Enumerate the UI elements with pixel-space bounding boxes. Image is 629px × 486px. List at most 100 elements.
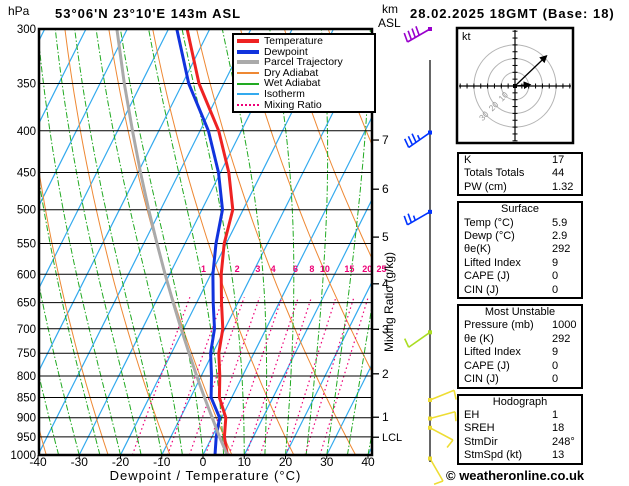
row-value: 292 bbox=[552, 332, 571, 345]
row-label: EH bbox=[464, 408, 480, 421]
legend-label: Parcel Trajectory bbox=[264, 56, 343, 69]
indices-panel: K 17 Totals Totals 44 PW (cm) 1.32 Surface Temp… bbox=[457, 152, 583, 465]
svg-text:-10: -10 bbox=[153, 455, 171, 469]
svg-text:25: 25 bbox=[377, 264, 387, 274]
row-value: 18 bbox=[552, 422, 565, 435]
svg-text:5: 5 bbox=[382, 230, 389, 244]
svg-text:20: 20 bbox=[362, 264, 372, 274]
dewpoint-curve bbox=[175, 29, 225, 455]
lcl-label: LCL bbox=[382, 432, 402, 444]
row-value: 0 bbox=[552, 283, 559, 296]
row-label: Pressure (mb) bbox=[464, 319, 534, 332]
row-label: Temp (°C) bbox=[464, 216, 514, 229]
legend-item: Wet Adiabat bbox=[234, 78, 374, 89]
svg-text:350: 350 bbox=[17, 79, 36, 91]
svg-text:300: 300 bbox=[17, 24, 36, 36]
wind-barb bbox=[428, 411, 457, 422]
row-label: Totals Totals bbox=[464, 167, 525, 180]
legend-label: Mixing Ratio bbox=[264, 98, 322, 111]
legend-label: Isotherm bbox=[264, 88, 305, 101]
wind-barb bbox=[428, 456, 444, 486]
table-row: StmSpd (kt) 13 bbox=[459, 449, 581, 462]
svg-text:550: 550 bbox=[17, 238, 36, 250]
wind-barb bbox=[403, 26, 432, 43]
svg-text:7: 7 bbox=[382, 133, 389, 147]
row-label: CIN (J) bbox=[464, 373, 499, 386]
pressure-tick-labels: 300 350 400 450 500 550 600 650 700 750 800 850 900 9… bbox=[10, 24, 36, 462]
indices-table: Surface Temp (°C) 5.9 Dewp (°C) 2.9 θe(K) 292 L… bbox=[457, 201, 583, 300]
row-label: CAPE (J) bbox=[464, 270, 510, 283]
mixing-ratio-labels: 1 2 3 4 6 8 10 15 20 25 bbox=[201, 264, 386, 274]
hodograph-vector bbox=[514, 54, 548, 87]
legend-label: Temperature bbox=[264, 35, 323, 48]
row-value: 9 bbox=[552, 256, 559, 269]
row-label: SREH bbox=[464, 422, 495, 435]
row-value: 1 bbox=[552, 408, 559, 421]
svg-text:900: 900 bbox=[17, 413, 36, 425]
svg-text:0: 0 bbox=[200, 455, 207, 469]
svg-text:1: 1 bbox=[382, 410, 389, 424]
svg-text:850: 850 bbox=[17, 392, 36, 404]
row-value: 1.32 bbox=[552, 180, 574, 193]
legend-item: Temperature bbox=[234, 36, 374, 47]
table-row: CIN (J) 0 bbox=[459, 373, 581, 386]
table-row: EH 1 bbox=[459, 409, 581, 422]
wind-barb-staff bbox=[403, 26, 457, 486]
table-title: Most Unstable bbox=[484, 306, 556, 319]
row-value: 17 bbox=[552, 154, 565, 166]
legend-item: Dry Adiabat bbox=[234, 68, 374, 79]
table-row: Lifted Index 9 bbox=[459, 346, 581, 359]
svg-text:-40: -40 bbox=[29, 455, 47, 469]
svg-text:750: 750 bbox=[17, 348, 36, 360]
row-value: 248° bbox=[552, 435, 575, 448]
row-label: Lifted Index bbox=[464, 256, 521, 269]
svg-text:-20: -20 bbox=[112, 455, 130, 469]
row-label: Dewp (°C) bbox=[464, 230, 515, 243]
legend-swatch-solid bbox=[237, 82, 259, 85]
plot-area bbox=[39, 29, 372, 455]
row-value: 0 bbox=[552, 359, 559, 372]
svg-text:950: 950 bbox=[17, 432, 36, 444]
svg-text:450: 450 bbox=[17, 167, 36, 179]
row-label: PW (cm) bbox=[464, 180, 507, 193]
svg-text:6: 6 bbox=[293, 264, 298, 274]
svg-text:8: 8 bbox=[309, 264, 314, 274]
legend-swatch-dotted bbox=[237, 103, 259, 106]
row-label: K bbox=[464, 154, 472, 166]
wind-barb bbox=[403, 209, 432, 226]
svg-text:2: 2 bbox=[235, 264, 240, 274]
legend-item: Mixing Ratio bbox=[234, 100, 374, 111]
row-value: 0 bbox=[552, 270, 559, 283]
table-title: Surface bbox=[501, 203, 539, 216]
table-row: StmDir 248° bbox=[459, 436, 581, 449]
legend: Temperature Dewpoint Parcel Trajectory Dry … bbox=[232, 33, 376, 114]
svg-text:650: 650 bbox=[17, 298, 36, 310]
table-row: K 17 bbox=[459, 154, 581, 167]
row-value: 292 bbox=[552, 243, 571, 256]
table-row: Temp (°C) 5.9 bbox=[459, 217, 581, 230]
row-label: StmSpd (kt) bbox=[464, 449, 523, 462]
row-label: θe (K) bbox=[464, 332, 494, 345]
height-axis-unit-km: km bbox=[382, 2, 398, 16]
table-row: Pressure (mb) 1000 bbox=[459, 319, 581, 332]
table-row: PW (cm) 1.32 bbox=[459, 181, 581, 194]
svg-text:2: 2 bbox=[382, 367, 389, 381]
svg-text:15: 15 bbox=[344, 264, 354, 274]
wind-barb bbox=[403, 130, 432, 149]
legend-swatch-solid bbox=[237, 60, 259, 65]
table-row: θe (K) 292 bbox=[459, 333, 581, 346]
legend-item: Dewpoint bbox=[234, 47, 374, 58]
station-title: 53°06'N 23°10'E 143m ASL bbox=[55, 6, 242, 21]
svg-text:700: 700 bbox=[17, 324, 36, 336]
table-row: Dewp (°C) 2.9 bbox=[459, 230, 581, 243]
svg-text:3: 3 bbox=[255, 264, 260, 274]
height-axis-unit-asl: ASL bbox=[378, 16, 401, 30]
legend-label: Dewpoint bbox=[264, 45, 308, 58]
svg-text:20: 20 bbox=[279, 455, 293, 469]
row-label: Lifted Index bbox=[464, 346, 521, 359]
wind-barb bbox=[428, 425, 454, 448]
row-value: 13 bbox=[552, 449, 565, 462]
svg-text:30: 30 bbox=[320, 455, 334, 469]
legend-item: Parcel Trajectory bbox=[234, 57, 374, 68]
